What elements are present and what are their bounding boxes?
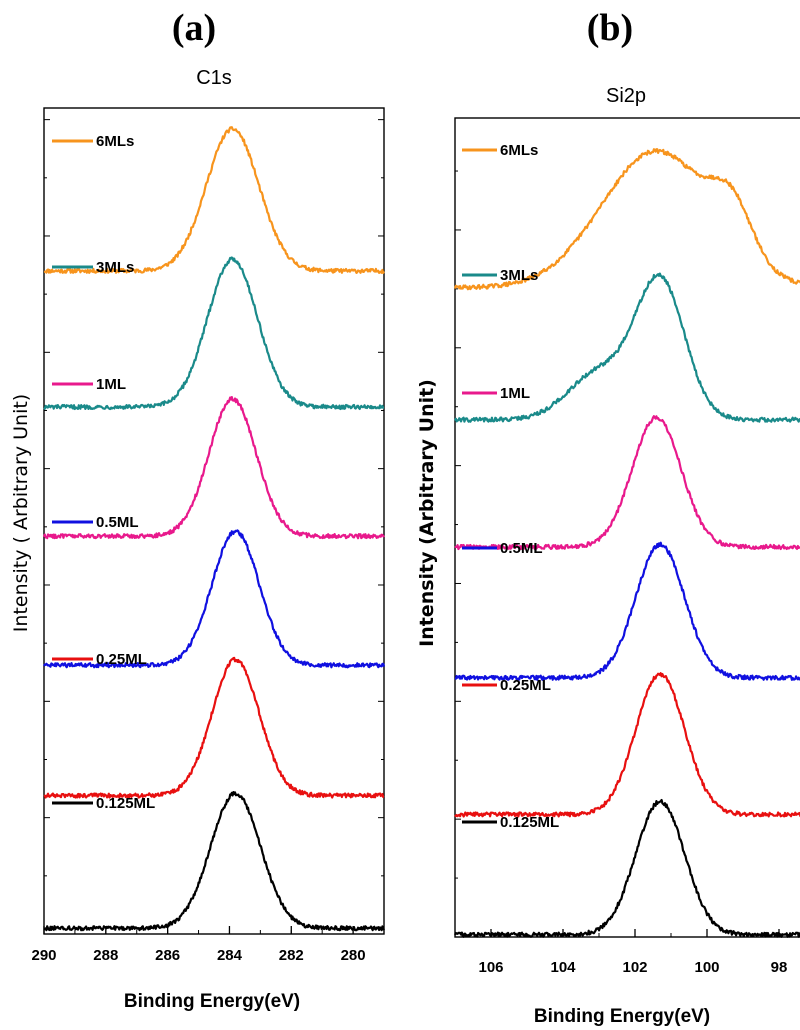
- x-tick-label: 98: [771, 959, 788, 976]
- series-line-1ml: [42, 396, 385, 540]
- series-line-0-125ml: [454, 798, 800, 938]
- x-tick-label: 282: [279, 947, 304, 964]
- series-line-0-25ml: [43, 656, 385, 799]
- panel-b-legend: 6MLs 3MLs 1ML 0.5ML 0.25ML 0.125ML: [462, 142, 559, 831]
- legend-label: 0.125ML: [96, 795, 155, 812]
- legend-label: 3MLs: [500, 267, 538, 284]
- series-line-6mls: [43, 126, 385, 274]
- series-line-0-125ml: [43, 791, 385, 932]
- series-line-6mls: [453, 148, 800, 291]
- panel-a-title: C1s: [196, 67, 232, 89]
- legend-label: 0.5ML: [500, 540, 543, 557]
- panel-b-curves: [453, 148, 800, 938]
- x-tick-label: 102: [622, 959, 647, 976]
- panel-b-chart: 106 104 102 100 98 6MLs 3MLs 1ML 0.5ML 0.25ML 0.1…: [416, 117, 800, 1027]
- series-line-3mls: [454, 272, 800, 423]
- legend-label: 1ML: [500, 385, 530, 402]
- series-line-0-25ml: [454, 672, 800, 818]
- panel-b-letter: (b): [587, 7, 633, 49]
- legend-label: 0.125ML: [500, 814, 559, 831]
- panel-a-y-axis-title: Intensity ( Arbitrary Unit): [10, 394, 32, 632]
- panel-b-title: Si2p: [606, 85, 646, 107]
- panel-b-y-ticks: [455, 170, 461, 879]
- x-tick-label: 288: [93, 947, 118, 964]
- series-line-1ml: [454, 415, 800, 551]
- panel-a-chart: 290 288 286 284 282 280 6MLs 3MLs 1ML 0.5ML 0.25M…: [10, 107, 386, 1012]
- x-tick-label: 104: [550, 959, 576, 976]
- legend-label: 6MLs: [500, 142, 538, 159]
- legend-label: 0.25ML: [500, 677, 551, 694]
- x-tick-label: 284: [217, 947, 243, 964]
- legend-label: 0.25ML: [96, 651, 147, 668]
- x-tick-label: 106: [478, 959, 503, 976]
- panel-b-x-ticks: 106 104 102 100 98: [454, 929, 788, 976]
- series-line-0-5ml: [43, 529, 386, 669]
- panel-a-y-ticks: [44, 119, 384, 877]
- panel-a-plot-frame: [43, 107, 385, 935]
- panel-b-y-axis-title: Intensity (Arbitrary Unit): [416, 379, 438, 647]
- x-tick-label: 290: [31, 947, 56, 964]
- panel-a-x-axis-title: Binding Energy(eV): [124, 991, 300, 1012]
- series-line-3mls: [43, 256, 385, 411]
- series-line-0-5ml: [454, 541, 800, 681]
- x-tick-label: 286: [155, 947, 180, 964]
- x-tick-label: 280: [341, 947, 366, 964]
- panel-a-letter: (a): [172, 7, 216, 49]
- legend-label: 0.5ML: [96, 514, 139, 531]
- panel-a-x-ticks: 290 288 286 284 282 280: [31, 926, 385, 964]
- legend-label: 1ML: [96, 376, 126, 393]
- legend-label: 6MLs: [96, 133, 134, 150]
- legend-label: 3MLs: [96, 259, 134, 276]
- panel-a-curves: [42, 126, 386, 932]
- panel-b-x-axis-title: Binding Energy(eV): [534, 1006, 710, 1027]
- x-tick-label: 100: [694, 959, 719, 976]
- panel-a-legend: 6MLs 3MLs 1ML 0.5ML 0.25ML 0.125ML: [52, 133, 155, 812]
